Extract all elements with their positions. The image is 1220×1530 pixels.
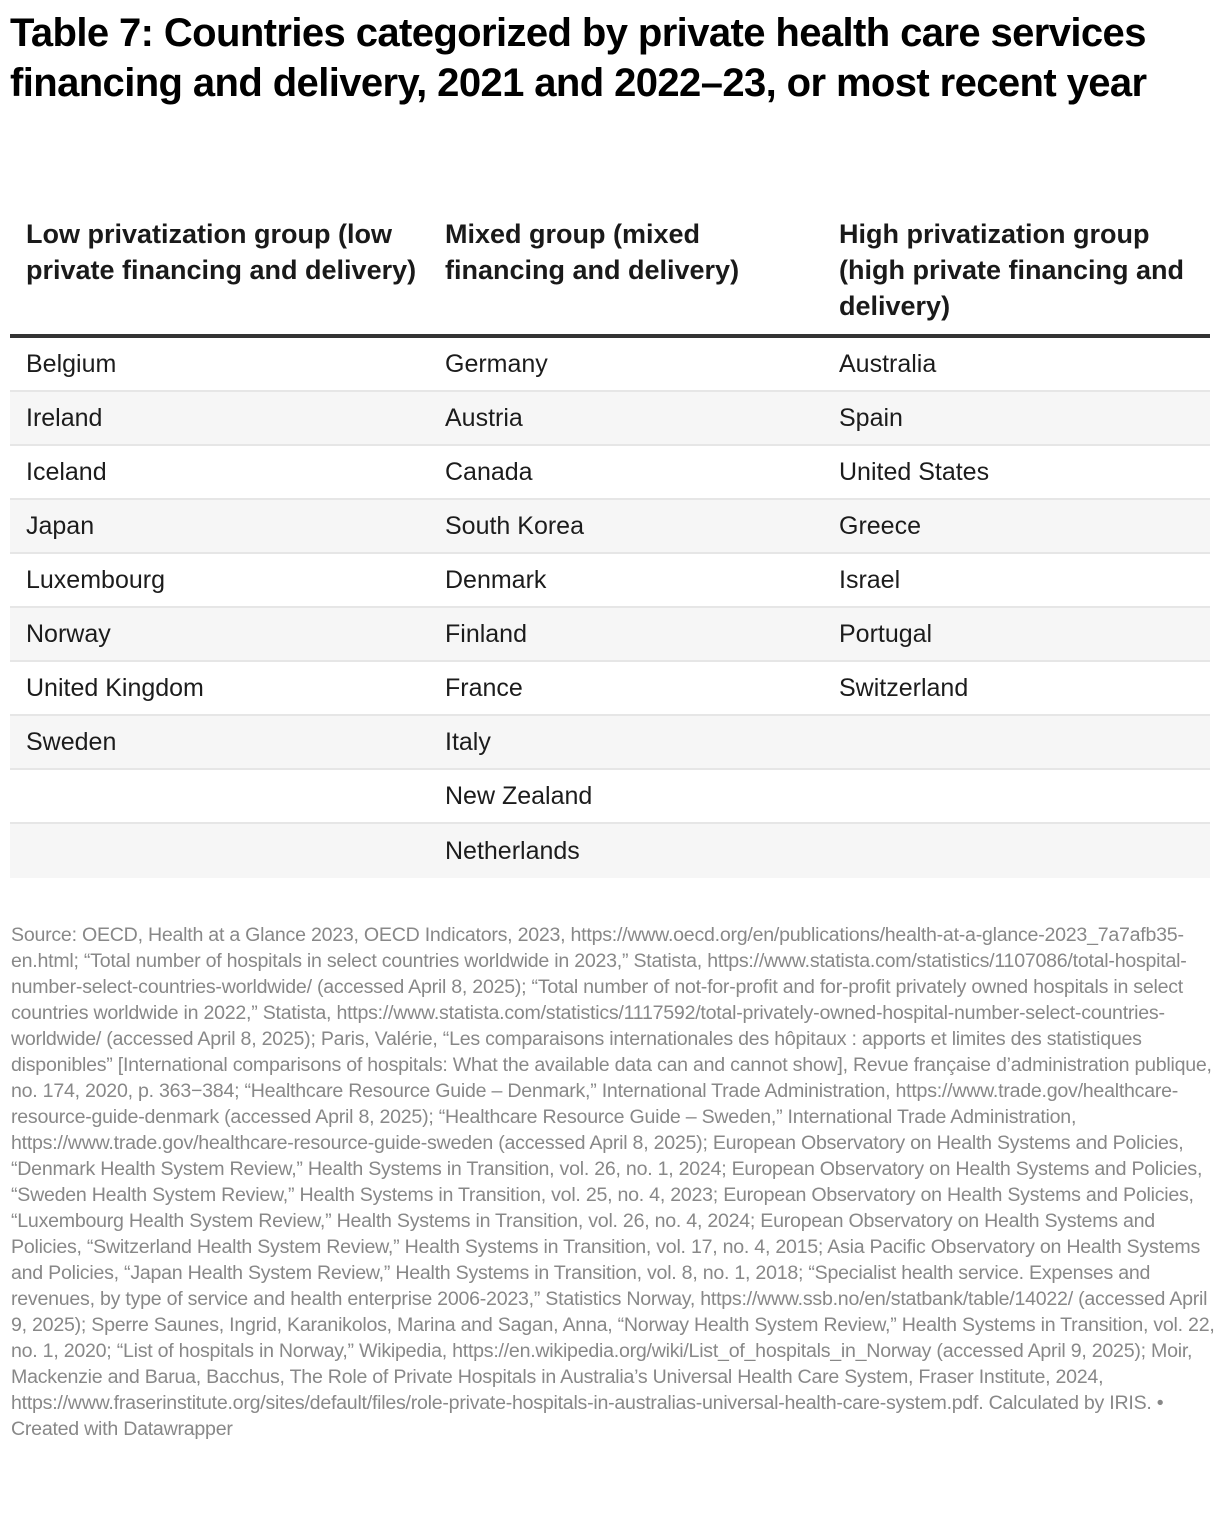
cell-high: Portugal — [839, 620, 933, 648]
cell-low: Japan — [26, 512, 95, 540]
header-mixed: Mixed group (mixed financing and deliver… — [445, 219, 740, 285]
cell-low: Ireland — [26, 404, 103, 432]
header-low-privatization: Low privatization group (low private fin… — [26, 219, 417, 285]
cell-high: Spain — [839, 404, 903, 432]
table-row: Netherlands — [10, 824, 1210, 878]
source-text: Source: OECD, Health at a Glance 2023, O… — [11, 924, 1215, 1414]
table-row: New Zealand — [10, 770, 1210, 824]
cell-mixed: Finland — [445, 620, 527, 648]
cell-mixed: Canada — [445, 458, 533, 486]
table-row: Iceland Canada United States — [10, 446, 1210, 500]
datawrapper-credit: Created with Datawrapper — [11, 1418, 233, 1440]
table-row: Ireland Austria Spain — [10, 392, 1210, 446]
cell-low: United Kingdom — [26, 674, 204, 702]
cell-high: Greece — [839, 512, 921, 540]
cell-low: Sweden — [26, 728, 117, 756]
table-row: United Kingdom France Switzerland — [10, 662, 1210, 716]
table-header: Low privatization group (low private fin… — [10, 214, 1210, 338]
cell-high: Israel — [839, 566, 901, 594]
table-row: Norway Finland Portugal — [10, 608, 1210, 662]
cell-mixed: Netherlands — [445, 837, 580, 865]
cell-mixed: Denmark — [445, 566, 547, 594]
countries-table: Low privatization group (low private fin… — [10, 214, 1210, 878]
cell-mixed: New Zealand — [445, 782, 593, 810]
cell-mixed: France — [445, 674, 523, 702]
table-row: Sweden Italy — [10, 716, 1210, 770]
source-notes: Source: OECD, Health at a Glance 2023, O… — [11, 922, 1216, 1442]
cell-mixed: South Korea — [445, 512, 584, 540]
cell-mixed: Italy — [445, 728, 491, 756]
cell-low: Belgium — [26, 350, 117, 378]
separator: • — [1151, 1392, 1164, 1414]
table-body: Belgium Germany Australia Ireland Austri… — [10, 338, 1210, 878]
cell-mixed: Austria — [445, 404, 523, 432]
table-row: Luxembourg Denmark Israel — [10, 554, 1210, 608]
header-high-privatization: High privatization group (high private f… — [839, 219, 1185, 321]
cell-mixed: Germany — [445, 350, 548, 378]
table-row: Japan South Korea Greece — [10, 500, 1210, 554]
cell-high: Australia — [839, 350, 937, 378]
cell-high: Switzerland — [839, 674, 969, 702]
table-title: Table 7: Countries categorized by privat… — [10, 11, 1147, 105]
cell-high: United States — [839, 458, 990, 486]
cell-low: Norway — [26, 620, 111, 648]
table-row: Belgium Germany Australia — [10, 338, 1210, 392]
cell-low: Iceland — [26, 458, 107, 486]
cell-low: Luxembourg — [26, 566, 165, 594]
